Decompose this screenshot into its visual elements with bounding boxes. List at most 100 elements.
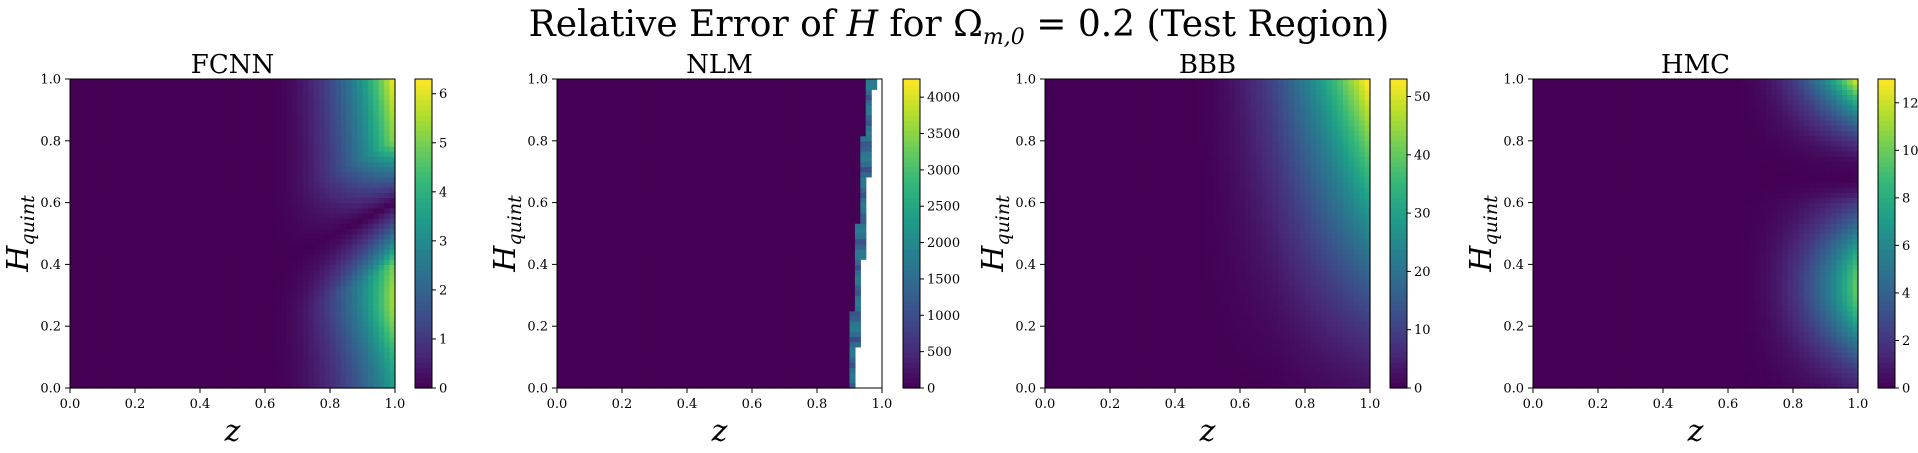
heatmap-cell: [270, 373, 276, 379]
heatmap-cell: [92, 136, 98, 142]
heatmap-cell: [265, 254, 271, 260]
heatmap-cell: [368, 197, 374, 203]
colorbar-segment: [415, 94, 432, 100]
heatmap-cell: [573, 326, 579, 332]
heatmap-cell: [189, 141, 195, 147]
heatmap-cell: [103, 136, 109, 142]
heatmap-cell: [211, 218, 217, 224]
heatmap-cell: [384, 89, 390, 95]
heatmap-cell: [260, 141, 266, 147]
heatmap-cell: [70, 84, 76, 90]
heatmap-cell: [124, 264, 130, 270]
heatmap-cell: [330, 259, 336, 265]
heatmap-cell: [151, 331, 157, 337]
heatmap-cell: [579, 197, 585, 203]
heatmap-cell: [243, 94, 249, 100]
heatmap-cell: [352, 342, 358, 348]
heatmap-cell: [298, 316, 304, 322]
heatmap-cell: [303, 79, 309, 85]
heatmap-cell: [325, 285, 331, 291]
heatmap-cell: [298, 161, 304, 167]
heatmap-cell: [249, 337, 255, 343]
heatmap-cell: [346, 367, 352, 373]
heatmap-cell: [227, 94, 233, 100]
heatmap-cell: [600, 213, 606, 219]
heatmap-cell: [227, 172, 233, 178]
heatmap-cell: [189, 275, 195, 281]
heatmap-cell: [579, 357, 585, 363]
heatmap-cell: [606, 378, 612, 384]
heatmap-cell: [103, 120, 109, 126]
heatmap-cell: [260, 223, 266, 229]
heatmap-cell: [335, 89, 341, 95]
heatmap-cell: [238, 115, 244, 121]
heatmap-cell: [579, 94, 585, 100]
heatmap-cell: [357, 254, 363, 260]
heatmap-cell: [562, 187, 568, 193]
heatmap-cell: [270, 100, 276, 106]
heatmap-cell: [379, 352, 385, 358]
heatmap-cell: [124, 203, 130, 209]
heatmap-cell: [113, 347, 119, 353]
heatmap-cell: [86, 161, 92, 167]
heatmap-cell: [151, 275, 157, 281]
heatmap-cell: [363, 311, 369, 317]
heatmap-cell: [557, 218, 563, 224]
heatmap-cell: [346, 197, 352, 203]
heatmap-cell: [633, 187, 639, 193]
heatmap-cell: [124, 337, 130, 343]
heatmap-cell: [162, 316, 168, 322]
heatmap-cell: [660, 373, 666, 379]
heatmap-cell: [200, 89, 206, 95]
heatmap-cell: [135, 295, 141, 301]
heatmap-cell: [227, 331, 233, 337]
heatmap-cell: [92, 79, 98, 85]
heatmap-cell: [600, 300, 606, 306]
heatmap-cell: [346, 342, 352, 348]
heatmap-cell: [135, 161, 141, 167]
heatmap-cell: [606, 208, 612, 214]
heatmap-cell: [368, 84, 374, 90]
colorbar-segment: [415, 275, 432, 281]
heatmap-cell: [617, 316, 623, 322]
heatmap-cell: [379, 141, 385, 147]
heatmap-cell: [86, 311, 92, 317]
heatmap-cell: [363, 182, 369, 188]
heatmap-cell: [573, 105, 579, 111]
heatmap-cell: [622, 161, 628, 167]
heatmap-cell: [638, 331, 644, 337]
heatmap-cell: [325, 264, 331, 270]
heatmap-cell: [611, 234, 617, 240]
heatmap-cell: [270, 125, 276, 131]
heatmap-cell: [249, 352, 255, 358]
heatmap-cell: [103, 378, 109, 384]
heatmap-cell: [97, 161, 103, 167]
heatmap-cell: [270, 146, 276, 152]
heatmap-cell: [195, 197, 201, 203]
heatmap-cell: [233, 326, 239, 332]
heatmap-cell: [373, 280, 379, 286]
heatmap-cell: [124, 84, 130, 90]
heatmap-cell: [97, 249, 103, 255]
heatmap-cell: [92, 105, 98, 111]
heatmap-cell: [135, 203, 141, 209]
heatmap-cell: [162, 79, 168, 85]
heatmap-cell: [562, 347, 568, 353]
heatmap-cell: [633, 285, 639, 291]
heatmap-cell: [265, 177, 271, 183]
heatmap-cell: [287, 84, 293, 90]
heatmap-cell: [335, 342, 341, 348]
heatmap-cell: [627, 249, 633, 255]
heatmap-cell: [314, 177, 320, 183]
heatmap-cell: [633, 208, 639, 214]
heatmap-cell: [579, 100, 585, 106]
heatmap-cell: [70, 89, 76, 95]
heatmap-cell: [341, 367, 347, 373]
heatmap-cell: [384, 352, 390, 358]
heatmap-cell: [135, 352, 141, 358]
heatmap-cell: [303, 146, 309, 152]
heatmap-cell: [595, 167, 601, 173]
heatmap-cell: [638, 120, 644, 126]
heatmap-cell: [157, 136, 163, 142]
heatmap-cell: [330, 223, 336, 229]
